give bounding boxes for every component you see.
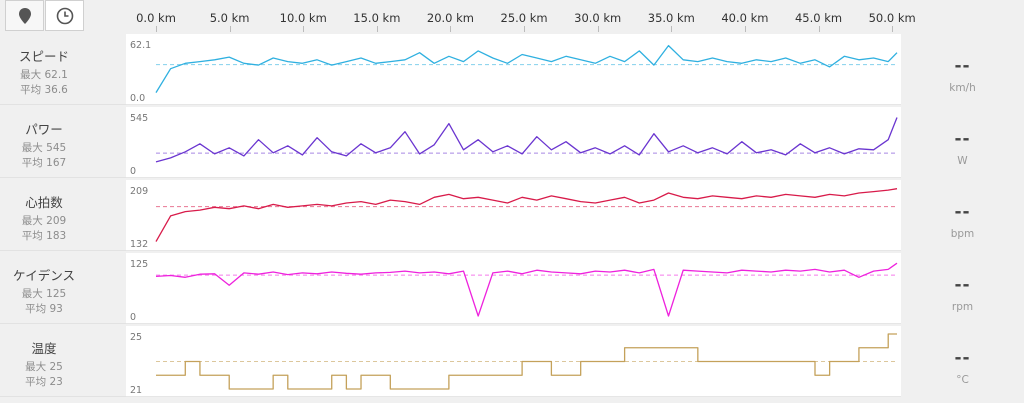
distance-axis: 0.0 km 5.0 km 10.0 km 15.0 km 20.0 km 25.0 km…	[126, 0, 921, 33]
metric-title: ケイデンス	[12, 268, 75, 283]
map-pin-icon	[18, 7, 31, 24]
metric-title: スピード	[18, 49, 69, 64]
unit-label: °C	[956, 374, 969, 386]
axis-tick-mark	[156, 26, 157, 32]
metric-max: 最大 62.1	[20, 69, 68, 81]
axis-tick-mark	[376, 26, 378, 32]
metric-max: 最大 125	[21, 288, 67, 300]
metric-max: 最大 209	[21, 215, 67, 227]
axis-tick-label: 15.0 km	[353, 11, 401, 25]
metric-label-panel: 心拍数最大 209 平均 183	[0, 180, 126, 251]
toolbar: 0.0 km 5.0 km 10.0 km 15.0 km 20.0 km 25.0 km…	[0, 0, 1024, 33]
metric-row-heartrate: 心拍数最大 209 平均 183 209 132 -- bpm	[0, 180, 1024, 251]
series-line-heartrate	[155, 188, 898, 242]
metric-max: 最大 545	[21, 142, 67, 154]
y-axis-max-label: 62.1	[130, 40, 151, 51]
metric-title: 心拍数	[25, 195, 63, 210]
series-line-power	[155, 117, 898, 163]
current-value-panel: -- W	[901, 107, 1024, 178]
clock-button[interactable]	[45, 0, 84, 31]
unit-label: bpm	[950, 228, 975, 240]
axis-tick-mark	[892, 26, 894, 32]
unit-label: W	[957, 155, 968, 167]
current-value: --	[954, 129, 971, 149]
plot-area-speed[interactable]: 62.1 0.0	[126, 34, 901, 105]
metric-average: 平均 167	[21, 157, 67, 169]
axis-tick-mark	[818, 26, 820, 32]
metric-row-speed: スピード最大 62.1 平均 36.6 62.1 0.0 -- km/h	[0, 34, 1024, 105]
current-value: --	[954, 202, 971, 222]
axis-tick-label: 0.0 km	[136, 11, 176, 25]
axis-tick-label: 10.0 km	[279, 11, 327, 25]
line-chart-heartrate: 209 132	[130, 186, 898, 250]
axis-tick-mark	[450, 26, 452, 32]
line-chart-temperature: 25 21	[130, 332, 897, 396]
line-chart-speed: 62.1 0.0	[130, 40, 898, 104]
metric-title: パワー	[25, 122, 63, 137]
clock-icon	[56, 7, 73, 24]
metric-row-cadence: ケイデンス最大 125 平均 93 125 0 -- rpm	[0, 253, 1024, 324]
axis-tick-label: 20.0 km	[426, 11, 475, 25]
current-value: --	[954, 348, 971, 368]
current-value-panel: -- rpm	[901, 253, 1024, 324]
y-axis-min-label: 132	[130, 239, 148, 250]
plot-area-power[interactable]: 545 0	[126, 107, 901, 178]
series-line-cadence	[155, 262, 898, 317]
axis-tick-mark	[524, 26, 526, 32]
unit-label: rpm	[951, 301, 974, 313]
current-value: --	[954, 56, 971, 76]
axis-tick-mark	[671, 26, 673, 32]
y-axis-min-label: 21	[130, 385, 142, 396]
current-value: --	[954, 275, 971, 295]
axis-tick-label: 30.0 km	[574, 11, 622, 25]
metric-label-panel: ケイデンス最大 125 平均 93	[0, 253, 126, 324]
y-axis-min-label: 0.0	[130, 93, 145, 104]
axis-tick-label: 40.0 km	[721, 11, 769, 25]
plot-area-cadence[interactable]: 125 0	[126, 253, 901, 324]
plot-area-temperature[interactable]: 25 21	[126, 326, 901, 397]
metric-average: 平均 93	[25, 303, 63, 315]
metric-max: 最大 25	[25, 361, 63, 373]
axis-tick-mark	[229, 26, 231, 32]
metric-label-panel: スピード最大 62.1 平均 36.6	[0, 34, 126, 105]
axis-tick-label: 45.0 km	[794, 11, 843, 25]
y-axis-min-label: 0	[130, 166, 136, 177]
metric-title: 温度	[31, 341, 57, 356]
current-value-panel: -- °C	[901, 326, 1024, 397]
line-chart-power: 545 0	[130, 113, 898, 177]
series-line-temperature	[156, 333, 897, 390]
unit-label: km/h	[949, 82, 976, 94]
axis-tick-mark	[303, 26, 305, 32]
metric-average: 平均 183	[21, 230, 67, 242]
current-value-panel: -- km/h	[901, 34, 1024, 105]
axis-tick-mark	[597, 26, 599, 32]
y-axis-max-label: 25	[130, 332, 142, 343]
axis-tick-mark	[744, 26, 746, 32]
metric-average: 平均 23	[25, 376, 63, 388]
plot-area-heartrate[interactable]: 209 132	[126, 180, 901, 251]
map-pin-button[interactable]	[5, 0, 44, 31]
axis-tick-label: 35.0 km	[647, 11, 695, 25]
line-chart-cadence: 125 0	[130, 259, 898, 323]
metric-label-panel: パワー最大 545 平均 167	[0, 107, 126, 178]
metric-row-power: パワー最大 545 平均 167 545 0 -- W	[0, 107, 1024, 178]
y-axis-max-label: 209	[130, 186, 148, 197]
y-axis-max-label: 545	[130, 113, 148, 124]
axis-tick-label: 50.0 km	[868, 11, 916, 25]
y-axis-max-label: 125	[130, 259, 148, 270]
metric-average: 平均 36.6	[20, 84, 68, 96]
series-line-speed	[155, 44, 898, 93]
y-axis-min-label: 0	[130, 312, 136, 323]
current-value-panel: -- bpm	[901, 180, 1024, 251]
metric-row-temperature: 温度最大 25 平均 23 25 21 -- °C	[0, 326, 1024, 397]
axis-tick-label: 25.0 km	[500, 11, 548, 25]
axis-tick-label: 5.0 km	[209, 11, 250, 25]
metric-label-panel: 温度最大 25 平均 23	[0, 326, 126, 397]
